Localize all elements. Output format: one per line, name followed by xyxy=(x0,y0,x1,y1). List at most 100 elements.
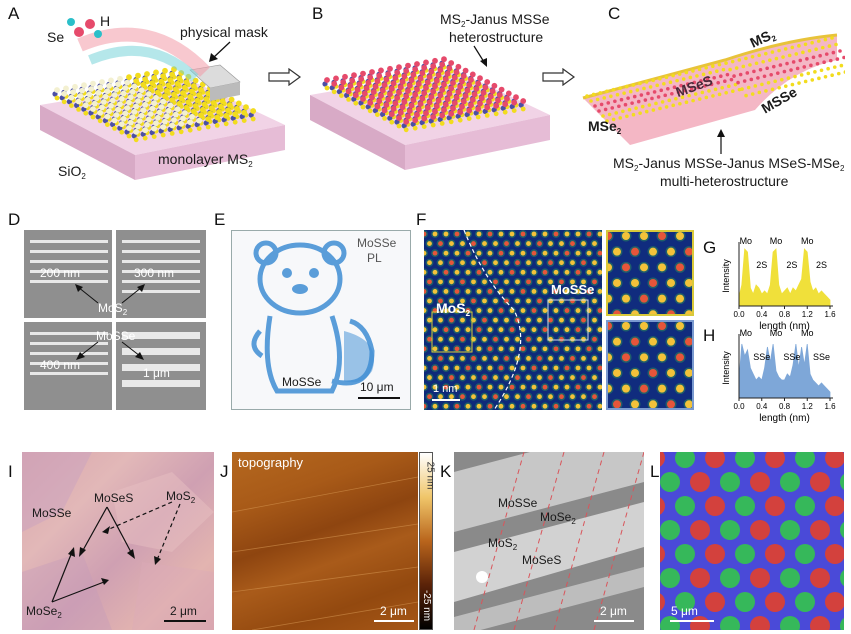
between-label: 2S xyxy=(756,260,767,270)
f-scalebar xyxy=(432,399,460,401)
peak-label: Mo xyxy=(740,236,753,246)
c-caption-line1: MS2-Janus MSSe-Janus MSeS-MSe2 xyxy=(613,155,845,173)
between-label: SSe xyxy=(783,352,800,362)
b-caption-line1: MS2-Janus MSSe xyxy=(440,11,550,29)
mask-arrow xyxy=(209,41,231,62)
panel-e-pl-map xyxy=(231,230,411,410)
d-1um: 1 μm xyxy=(143,366,170,380)
i-moses: MoSeS xyxy=(94,491,134,505)
chart-h: 0.0 0.4 0.8 1.2 1.6 length (nm) Intensity Mo Mo M… xyxy=(721,328,836,424)
peak-label: Mo xyxy=(801,328,814,338)
x-tick-label: 0.0 xyxy=(733,310,745,319)
d-200nm: 200 nm xyxy=(40,266,81,280)
se-h-molecules xyxy=(67,18,102,38)
k-moses: MoSeS xyxy=(522,553,562,567)
f-inset-top xyxy=(606,230,694,316)
x-tick-label: 0.4 xyxy=(756,310,768,319)
f-atom-lattice xyxy=(424,230,602,410)
panel-label-c: C xyxy=(608,4,621,23)
d-mosse-arrows xyxy=(76,341,144,360)
k-stripes xyxy=(454,452,644,630)
k-scale-label: 2 μm xyxy=(600,604,627,618)
panel-d-sem xyxy=(24,230,206,410)
panel-label-d: D xyxy=(8,210,21,229)
y-axis-label: Intensity xyxy=(721,351,731,385)
panel-a-illustration xyxy=(40,27,285,180)
panel-f-stem xyxy=(424,230,602,410)
x-tick-label: 0.8 xyxy=(779,310,791,319)
e-pl-title2: PL xyxy=(367,251,382,265)
peak-label: Mo xyxy=(740,328,753,338)
i-mose2: MoSe2 xyxy=(26,604,62,620)
panel-label-g: G xyxy=(703,238,717,257)
panel-b-illustration xyxy=(310,56,550,170)
e-scalebar xyxy=(358,397,400,399)
k-scalebar xyxy=(594,620,634,622)
k-mose2: MoSe2 xyxy=(540,510,576,526)
between-label: SSe xyxy=(813,352,830,362)
e-scale-label: 10 μm xyxy=(360,380,394,394)
h-label: H xyxy=(100,13,111,29)
f-mosse-label: MoSSe xyxy=(551,282,595,297)
x-tick-label: 1.6 xyxy=(824,402,836,411)
profile-area xyxy=(738,248,831,307)
f-inset-top-lattice xyxy=(608,232,692,314)
panel-label-k: K xyxy=(440,462,452,481)
panel-l-map xyxy=(660,452,844,630)
arrow-a-to-b xyxy=(268,68,302,86)
l-scale-label: 5 μm xyxy=(671,604,698,618)
j-terraces xyxy=(232,476,418,630)
x-tick-label: 1.2 xyxy=(802,402,814,411)
x-axis-label: length (nm) xyxy=(759,413,810,424)
x-tick-label: 0.4 xyxy=(756,402,768,411)
d-300nm: 300 nm xyxy=(134,266,175,280)
between-label: 2S xyxy=(816,260,827,270)
arrow-b-to-c xyxy=(542,68,576,86)
d-400nm: 400 nm xyxy=(40,358,81,372)
i-arrows xyxy=(51,501,181,603)
j-colorbar xyxy=(419,452,433,630)
l-scalebar xyxy=(670,620,714,622)
e-pl-title1: MoSSe xyxy=(357,236,397,250)
panel-label-a: A xyxy=(8,4,20,23)
j-colorbar-top: 25 nm xyxy=(424,461,436,490)
panel-c-illustration xyxy=(582,33,845,145)
i-scale-label: 2 μm xyxy=(170,604,197,618)
panel-i-optical xyxy=(22,452,214,630)
peak-label: Mo xyxy=(770,328,783,338)
panel-label-e: E xyxy=(214,210,226,229)
e-mascot xyxy=(251,240,375,394)
l-raman-map xyxy=(660,452,844,630)
f-inset-bottom xyxy=(606,320,694,410)
d-mos2: MoS2 xyxy=(98,301,128,317)
panel-label-f: F xyxy=(416,210,427,229)
chart-g: 0.0 0.4 0.8 1.2 1.6 length (nm) Intensity Mo Mo M… xyxy=(721,236,836,332)
monolayer-ms2-label: monolayer MS2 xyxy=(158,151,253,169)
x-tick-label: 0.8 xyxy=(779,402,791,411)
panel-label-i: I xyxy=(8,462,13,481)
i-scalebar xyxy=(164,620,206,622)
x-axis-label: length (nm) xyxy=(759,321,810,332)
panel-k-sem xyxy=(454,452,644,630)
y-axis-label: Intensity xyxy=(721,259,731,293)
j-topography-label: topography xyxy=(238,455,304,470)
j-scale-label: 2 μm xyxy=(380,604,407,618)
k-mosse: MoSSe xyxy=(498,496,538,510)
panel-label-h: H xyxy=(703,326,716,345)
b-caption-line2: heterostructure xyxy=(449,29,544,45)
profile-area xyxy=(738,343,831,399)
c-caption-line2: multi-heterostructure xyxy=(660,173,789,189)
c-caption-arrow xyxy=(717,129,725,154)
x-tick-label: 1.2 xyxy=(802,310,814,319)
i-mosse: MoSSe xyxy=(32,506,72,520)
between-label: 2S xyxy=(786,260,797,270)
d-gratings xyxy=(24,230,206,410)
i-domains xyxy=(22,452,214,630)
b-caption-arrow xyxy=(473,45,487,67)
peak-label: Mo xyxy=(770,236,783,246)
f-scale-label: 1 nm xyxy=(433,383,458,395)
sio2-label: SiO2 xyxy=(58,163,86,181)
panel-label-b: B xyxy=(312,4,324,23)
d-mos2-arrows xyxy=(75,284,145,304)
f-mos2-label: MoS2 xyxy=(436,300,471,318)
